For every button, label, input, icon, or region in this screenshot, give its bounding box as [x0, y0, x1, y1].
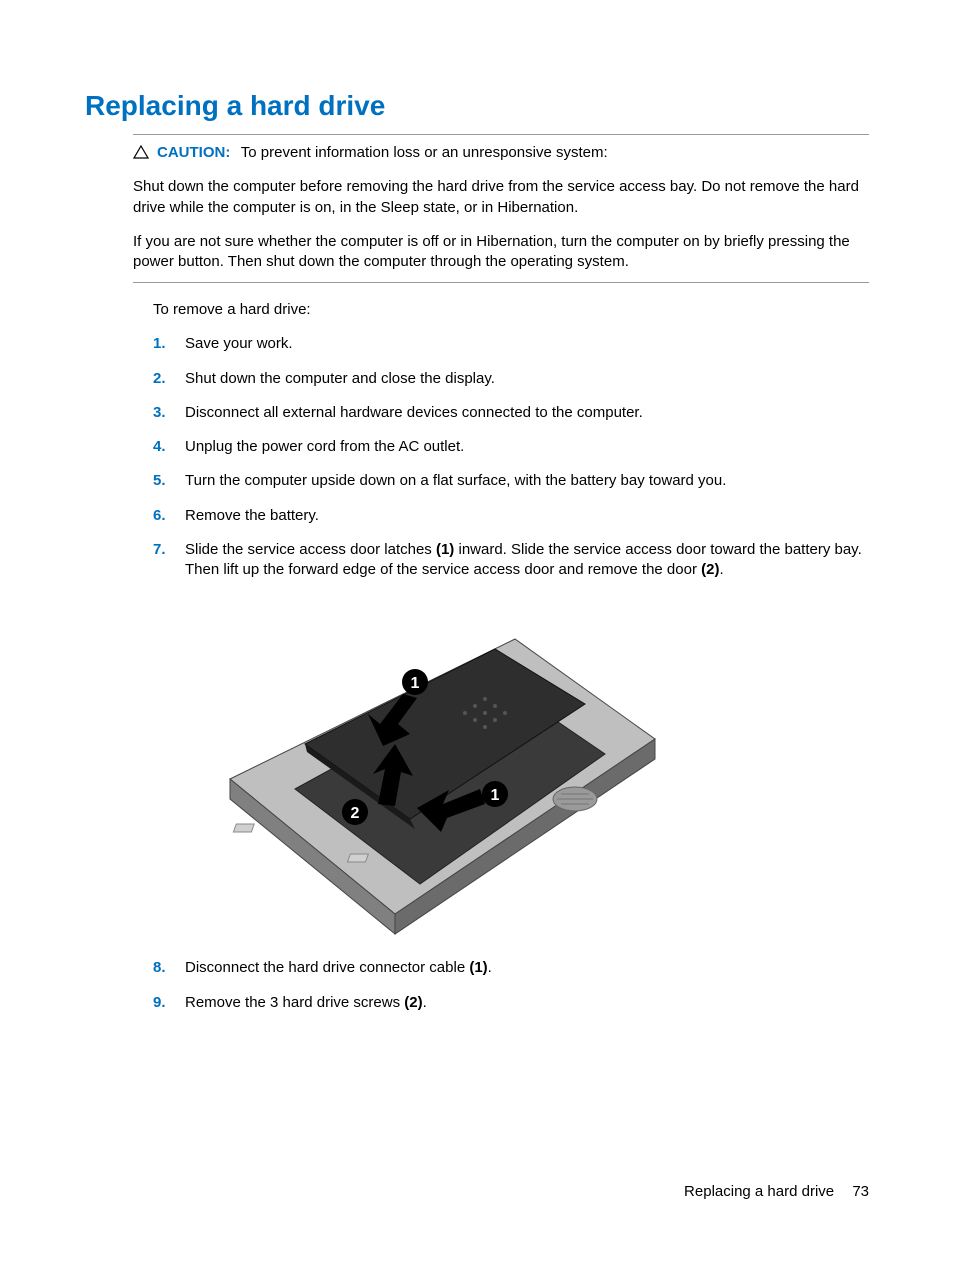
footer-title: Replacing a hard drive [684, 1183, 834, 1200]
callout-ref-1: (1) [469, 959, 487, 976]
step-text: Slide the service access door latches (1… [185, 540, 869, 581]
step-3: 3. Disconnect all external hardware devi… [153, 403, 869, 423]
step-number: 9. [153, 993, 185, 1013]
step-9-part-b: . [423, 994, 427, 1011]
caution-para-2: If you are not sure whether the computer… [133, 232, 869, 273]
caution-line: CAUTION: To prevent information loss or … [157, 143, 608, 163]
step-text: Save your work. [185, 334, 869, 354]
caution-header: CAUTION: To prevent information loss or … [133, 143, 869, 163]
page-heading: Replacing a hard drive [85, 90, 869, 122]
document-page: Replacing a hard drive CAUTION: To preve… [0, 0, 954, 1087]
caution-triangle-icon [133, 145, 149, 159]
step-list-continued: 8. Disconnect the hard drive connector c… [153, 958, 869, 1013]
content-body: To remove a hard drive: 1. Save your wor… [153, 301, 869, 1013]
callout-ref-2: (2) [701, 561, 719, 578]
figure-callout-1b: 1 [491, 787, 500, 804]
step-1: 1. Save your work. [153, 334, 869, 354]
step-6: 6. Remove the battery. [153, 506, 869, 526]
figure-callout-1a: 1 [411, 675, 420, 692]
step-8: 8. Disconnect the hard drive connector c… [153, 958, 869, 978]
step-text: Disconnect all external hardware devices… [185, 403, 869, 423]
step-number: 3. [153, 403, 185, 423]
step-7: 7. Slide the service access door latches… [153, 540, 869, 581]
caution-intro: To prevent information loss or an unresp… [241, 144, 608, 161]
step-text: Remove the battery. [185, 506, 869, 526]
step-text: Turn the computer upside down on a flat … [185, 471, 869, 491]
step-number: 7. [153, 540, 185, 560]
step-7-part-c: . [719, 561, 723, 578]
step-number: 8. [153, 958, 185, 978]
step-text: Remove the 3 hard drive screws (2). [185, 993, 869, 1013]
step-text: Unplug the power cord from the AC outlet… [185, 437, 869, 457]
callout-ref-2: (2) [404, 994, 422, 1011]
step-8-part-b: . [488, 959, 492, 976]
step-9-part-a: Remove the 3 hard drive screws [185, 994, 404, 1011]
caution-block: CAUTION: To prevent information loss or … [133, 134, 869, 283]
lead-text: To remove a hard drive: [153, 301, 869, 318]
step-number: 1. [153, 334, 185, 354]
step-9: 9. Remove the 3 hard drive screws (2). [153, 993, 869, 1013]
page-footer: Replacing a hard drive 73 [684, 1183, 869, 1200]
step-2: 2. Shut down the computer and close the … [153, 369, 869, 389]
step-5: 5. Turn the computer upside down on a fl… [153, 471, 869, 491]
step-number: 6. [153, 506, 185, 526]
figure-service-door: 1 1 2 [185, 594, 665, 944]
footer-page-number: 73 [852, 1183, 869, 1200]
step-number: 5. [153, 471, 185, 491]
step-text: Disconnect the hard drive connector cabl… [185, 958, 869, 978]
step-4: 4. Unplug the power cord from the AC out… [153, 437, 869, 457]
step-list: 1. Save your work. 2. Shut down the comp… [153, 334, 869, 580]
step-number: 4. [153, 437, 185, 457]
step-7-part-a: Slide the service access door latches [185, 541, 436, 558]
caution-label: CAUTION: [157, 144, 230, 161]
callout-ref-1: (1) [436, 541, 454, 558]
step-text: Shut down the computer and close the dis… [185, 369, 869, 389]
caution-para-1: Shut down the computer before removing t… [133, 177, 869, 218]
step-number: 2. [153, 369, 185, 389]
step-8-part-a: Disconnect the hard drive connector cabl… [185, 959, 469, 976]
figure-callout-2: 2 [351, 805, 360, 822]
